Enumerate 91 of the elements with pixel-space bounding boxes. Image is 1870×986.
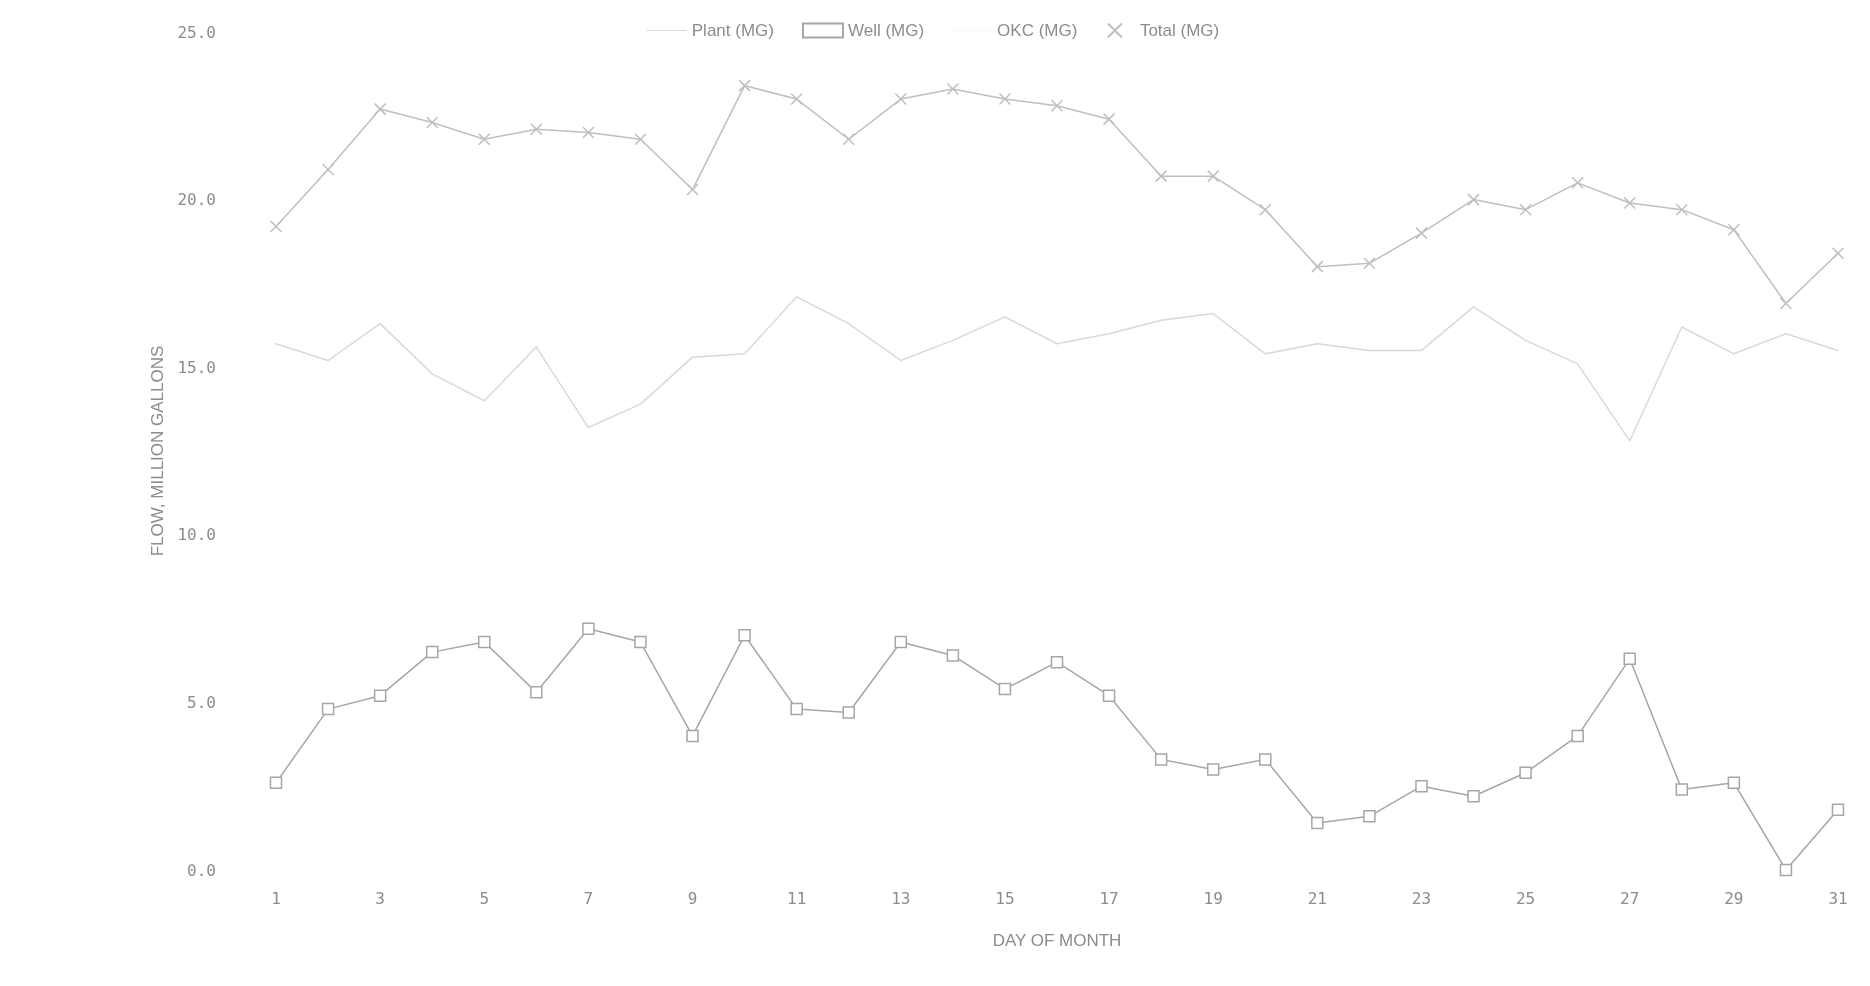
x-tick-label: 5 — [479, 888, 490, 908]
point — [1259, 753, 1272, 766]
point — [1675, 783, 1689, 796]
point — [686, 183, 699, 196]
point — [1102, 112, 1116, 126]
x-tick-label: 23 — [1411, 888, 1432, 908]
point — [1519, 766, 1532, 780]
point — [1675, 203, 1689, 216]
x-axis-title: DAY OF MONTH — [992, 931, 1122, 950]
point — [1571, 176, 1584, 190]
point — [686, 729, 699, 743]
x-tick-label: 27 — [1620, 888, 1640, 908]
point — [738, 79, 751, 92]
y-tick-label: 20.0 — [177, 190, 216, 210]
x-tick-label: 19 — [1203, 888, 1223, 908]
y-tick-label: 0.0 — [187, 860, 216, 880]
x-tick-label: 7 — [583, 888, 594, 908]
point — [1831, 803, 1845, 816]
point — [1363, 810, 1376, 823]
point — [269, 776, 283, 790]
legend-label: Plant (MG) — [691, 21, 774, 40]
point — [1050, 655, 1064, 669]
point — [1623, 652, 1636, 666]
point — [1415, 226, 1428, 240]
point — [1727, 776, 1741, 790]
point — [1154, 753, 1168, 766]
point — [582, 622, 595, 635]
point — [425, 645, 439, 659]
point — [894, 92, 908, 106]
point — [946, 82, 960, 96]
point — [530, 122, 543, 136]
point — [1727, 223, 1741, 237]
point — [1519, 203, 1532, 216]
x-tick-label: 3 — [375, 888, 385, 908]
point — [1415, 779, 1428, 793]
y-tick-label: 10.0 — [177, 525, 216, 545]
point — [998, 92, 1012, 106]
x-tick-label: 15 — [995, 888, 1015, 908]
point — [998, 682, 1012, 696]
x-tick-label: 11 — [787, 888, 807, 908]
y-axis-title: FLOW, MILLION GALLONS — [148, 345, 167, 557]
point — [946, 649, 960, 662]
point — [1467, 193, 1480, 206]
point — [1831, 246, 1845, 260]
x-tick-label: 31 — [1828, 888, 1848, 908]
point — [373, 102, 387, 116]
legend-label: Total (MG) — [1139, 21, 1220, 40]
point — [1102, 689, 1116, 702]
point — [478, 133, 491, 146]
point — [1571, 729, 1584, 743]
point — [842, 706, 855, 719]
point — [1050, 99, 1064, 112]
x-tick-label: 25 — [1515, 888, 1536, 908]
point — [1206, 763, 1220, 776]
point — [634, 133, 647, 146]
point — [842, 133, 855, 146]
point — [1363, 257, 1376, 270]
point — [269, 220, 283, 233]
point — [1311, 260, 1324, 273]
point — [530, 686, 543, 699]
x-tick-label: 21 — [1307, 888, 1327, 908]
point — [738, 629, 751, 642]
x-tick-label: 13 — [891, 888, 911, 908]
x-tick-label: 29 — [1724, 888, 1744, 908]
point — [373, 689, 387, 702]
point — [478, 635, 491, 649]
point — [1206, 169, 1220, 183]
legend-label: Well (MG) — [847, 21, 925, 40]
y-tick-label: 15.0 — [177, 357, 216, 377]
point — [1623, 196, 1636, 210]
point — [425, 116, 439, 129]
point — [790, 92, 803, 106]
point — [790, 702, 803, 716]
y-tick-label: 25.0 — [177, 22, 216, 42]
y-tick-label: 5.0 — [187, 692, 216, 712]
point — [321, 702, 335, 716]
point — [1779, 863, 1793, 877]
point — [582, 126, 595, 139]
point — [1467, 790, 1480, 803]
legend-label: OKC (MG) — [997, 21, 1078, 40]
x-tick-label: 9 — [687, 888, 698, 908]
x-tick-label: 17 — [1099, 888, 1119, 908]
x-tick-label: 1 — [271, 888, 281, 908]
point — [1259, 203, 1272, 216]
point — [1311, 816, 1324, 830]
point — [1779, 297, 1793, 310]
point — [321, 163, 335, 176]
line-series — [275, 296, 1839, 442]
point — [894, 635, 908, 649]
point — [1154, 169, 1168, 183]
point — [634, 635, 647, 649]
